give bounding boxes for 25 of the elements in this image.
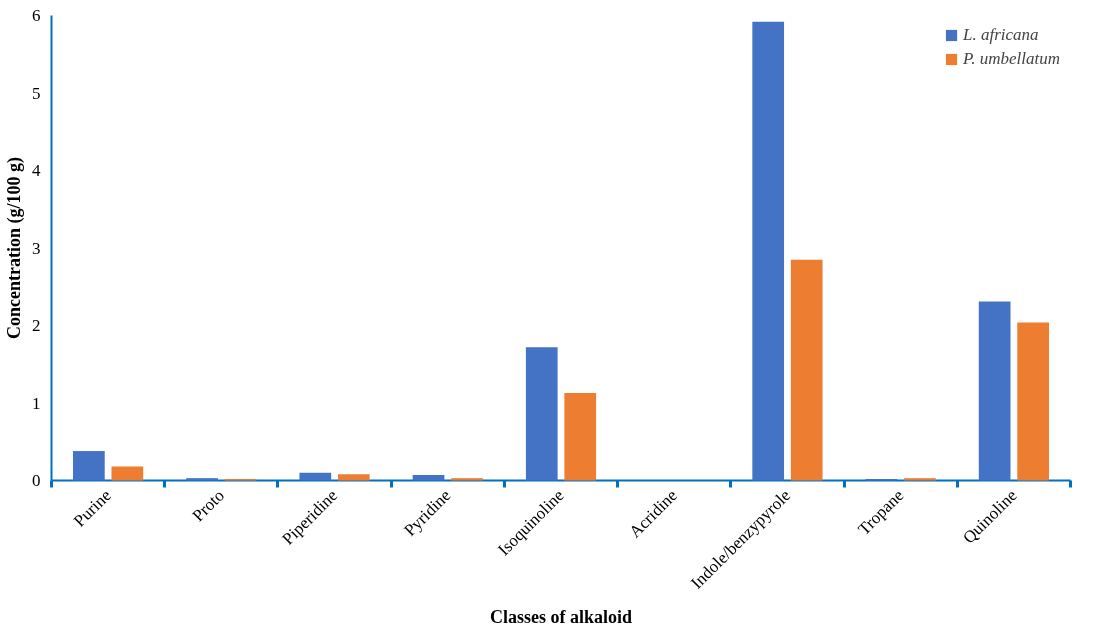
bar: [451, 478, 483, 481]
y-tick-label: 1: [32, 393, 41, 413]
bar: [904, 478, 936, 481]
bar: [752, 21, 785, 481]
bar: [564, 392, 597, 481]
y-tick-label: 4: [32, 161, 41, 180]
y-tick-label: 0: [32, 471, 41, 490]
y-tick-label: 5: [32, 83, 41, 103]
bar: [978, 301, 1011, 481]
bar: [525, 347, 558, 481]
bar: [186, 478, 218, 481]
bar: [337, 474, 370, 481]
bar: [1017, 322, 1049, 481]
y-tick-label: 3: [32, 238, 41, 258]
y-tick-label: 2: [32, 316, 41, 335]
y-axis-title: Concentration (g/100 g): [4, 157, 25, 339]
legend-label: P. umbellatum: [963, 49, 1060, 69]
legend-label: L. africana: [963, 25, 1039, 45]
bar: [299, 472, 332, 481]
x-axis-title: Classes of alkaloid: [489, 607, 633, 628]
bar: [73, 451, 105, 481]
bar: [111, 466, 144, 481]
bar: [412, 475, 445, 481]
y-tick-label: 6: [32, 6, 41, 25]
bar: [790, 259, 823, 481]
